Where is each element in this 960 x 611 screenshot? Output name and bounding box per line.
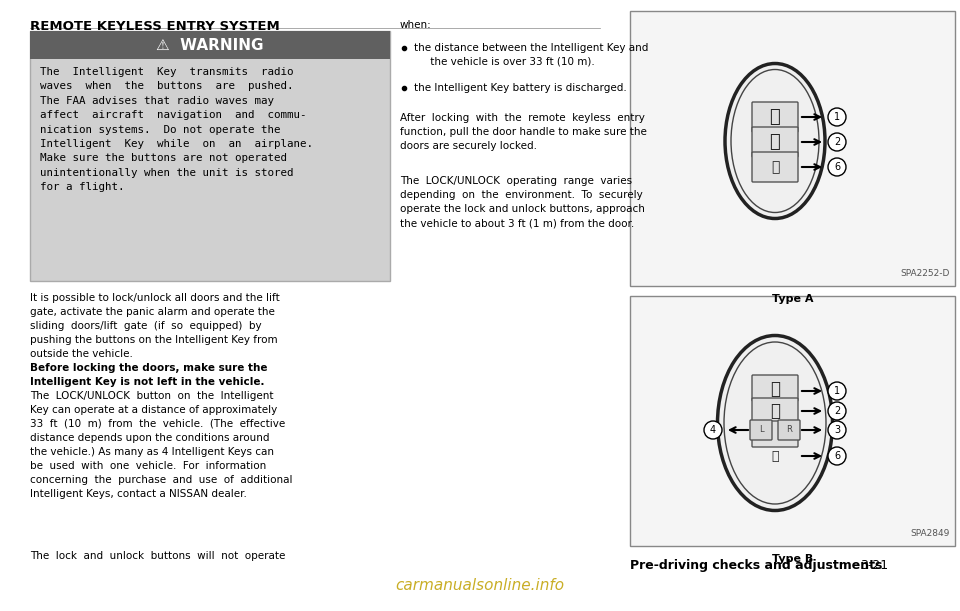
- Text: 🔓: 🔓: [770, 133, 780, 151]
- Text: 🔓: 🔓: [770, 402, 780, 420]
- Text: Pre-driving checks and adjustments: Pre-driving checks and adjustments: [630, 559, 882, 572]
- FancyBboxPatch shape: [630, 296, 955, 546]
- Circle shape: [828, 133, 846, 151]
- Circle shape: [828, 421, 846, 439]
- Text: After  locking  with  the  remote  keyless  entry
function, pull the door handle: After locking with the remote keyless en…: [400, 113, 647, 151]
- Text: the distance between the Intelligent Key and
     the vehicle is over 33 ft (10 : the distance between the Intelligent Key…: [414, 43, 648, 67]
- FancyBboxPatch shape: [30, 31, 390, 59]
- Text: ⚠  WARNING: ⚠ WARNING: [156, 37, 264, 53]
- FancyBboxPatch shape: [752, 127, 798, 157]
- Text: REMOTE KEYLESS ENTRY SYSTEM: REMOTE KEYLESS ENTRY SYSTEM: [30, 20, 279, 33]
- FancyBboxPatch shape: [752, 421, 798, 447]
- Text: L: L: [758, 425, 763, 434]
- Text: Type A: Type A: [772, 294, 813, 304]
- Text: 4: 4: [710, 425, 716, 435]
- Text: 💥: 💥: [771, 160, 780, 174]
- Text: 💥: 💥: [771, 450, 779, 463]
- Circle shape: [828, 402, 846, 420]
- Circle shape: [828, 158, 846, 176]
- Text: The  Intelligent  Key  transmits  radio
waves  when  the  buttons  are  pushed.
: The Intelligent Key transmits radio wave…: [40, 67, 313, 192]
- Text: The  lock  and  unlock  buttons  will  not  operate: The lock and unlock buttons will not ope…: [30, 551, 285, 561]
- Text: SPA2252-D: SPA2252-D: [900, 269, 950, 278]
- Text: SPA2849: SPA2849: [911, 529, 950, 538]
- FancyBboxPatch shape: [778, 420, 800, 440]
- Text: 6: 6: [834, 451, 840, 461]
- Text: Type B: Type B: [772, 554, 813, 564]
- Ellipse shape: [725, 64, 825, 219]
- FancyBboxPatch shape: [750, 420, 772, 440]
- Text: The  LOCK/UNLOCK  operating  range  varies
depending  on  the  environment.  To : The LOCK/UNLOCK operating range varies d…: [400, 176, 645, 228]
- Circle shape: [828, 447, 846, 465]
- Text: 🔒: 🔒: [770, 108, 780, 126]
- FancyBboxPatch shape: [752, 102, 798, 132]
- FancyBboxPatch shape: [30, 31, 390, 281]
- FancyBboxPatch shape: [752, 152, 798, 182]
- Text: The  LOCK/UNLOCK  button  on  the  Intelligent
Key can operate at a distance of : The LOCK/UNLOCK button on the Intelligen…: [30, 391, 293, 499]
- Text: 2: 2: [834, 406, 840, 416]
- Ellipse shape: [717, 335, 832, 511]
- FancyBboxPatch shape: [630, 11, 955, 286]
- Circle shape: [828, 382, 846, 400]
- Text: 🔒: 🔒: [770, 380, 780, 398]
- Text: 3: 3: [834, 425, 840, 435]
- Circle shape: [828, 108, 846, 126]
- Text: the Intelligent Key battery is discharged.: the Intelligent Key battery is discharge…: [414, 83, 627, 93]
- Text: 6: 6: [834, 162, 840, 172]
- FancyBboxPatch shape: [752, 398, 798, 424]
- FancyBboxPatch shape: [752, 375, 798, 401]
- Text: carmanualsonline.info: carmanualsonline.info: [396, 578, 564, 593]
- Text: 1: 1: [834, 112, 840, 122]
- Text: Before locking the doors, make sure the
Intelligent Key is not left in the vehic: Before locking the doors, make sure the …: [30, 363, 268, 387]
- Text: 1: 1: [834, 386, 840, 396]
- Text: 2: 2: [834, 137, 840, 147]
- Text: when:: when:: [400, 20, 432, 30]
- Text: It is possible to lock/unlock all doors and the lift
gate, activate the panic al: It is possible to lock/unlock all doors …: [30, 293, 279, 359]
- Text: 3-21: 3-21: [860, 559, 888, 572]
- Circle shape: [704, 421, 722, 439]
- Text: R: R: [786, 425, 792, 434]
